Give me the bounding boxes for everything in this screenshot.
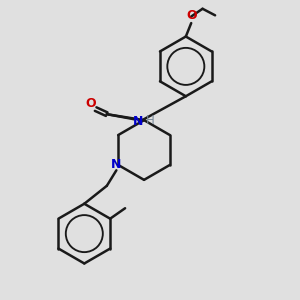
Text: N: N: [111, 158, 121, 171]
Text: N: N: [133, 115, 143, 128]
Text: O: O: [85, 97, 96, 110]
Text: O: O: [186, 10, 196, 22]
Text: H: H: [146, 114, 154, 127]
